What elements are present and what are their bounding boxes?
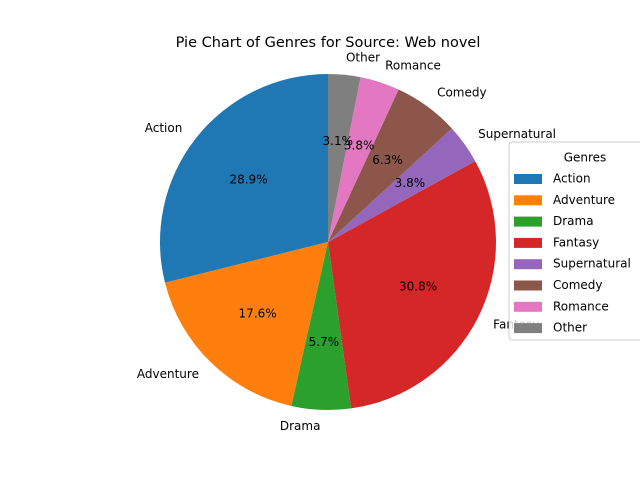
pie-slice-adventure [165, 242, 328, 406]
slice-label-action: Action [145, 121, 183, 135]
pct-label-fantasy: 30.8% [399, 280, 437, 294]
pie-slice-drama [291, 242, 352, 410]
legend-entry-adventure: Adventure [553, 193, 615, 207]
legend-title: Genres [564, 151, 607, 165]
legend-swatch-comedy [514, 280, 542, 291]
slice-label-drama: Drama [280, 419, 321, 433]
pie-slice-action [159, 74, 328, 283]
pie-slice-romance [328, 77, 399, 243]
pie-slice-other [328, 74, 361, 242]
legend-entry-comedy: Comedy [553, 278, 603, 292]
legend-swatch-adventure [514, 195, 542, 206]
legend-swatch-action [514, 174, 542, 184]
slice-label-supernatural: Supernatural [478, 127, 556, 141]
legend-swatch-supernatural [514, 259, 542, 270]
slice-label-adventure: Adventure [137, 367, 199, 381]
percentage-labels: 28.9%17.6%5.7%30.8%3.8%6.3%3.8%3.1% [229, 134, 437, 349]
pie-slice-fantasy [328, 161, 496, 409]
legend-swatch-other [514, 323, 542, 334]
slice-label-other: Other [346, 51, 380, 65]
pct-label-drama: 5.7% [309, 335, 340, 349]
legend-entry-other: Other [553, 321, 587, 335]
slice-label-comedy: Comedy [437, 85, 487, 99]
legend-entry-drama: Drama [553, 214, 594, 228]
pie-slice-supernatural [328, 128, 476, 242]
legend-entry-fantasy: Fantasy [553, 235, 599, 249]
pct-label-action: 28.9% [229, 172, 267, 186]
pie-slice-comedy [328, 89, 452, 242]
legend-entry-romance: Romance [553, 299, 609, 313]
pct-label-adventure: 17.6% [239, 307, 277, 321]
legend-swatch-drama [514, 216, 542, 227]
pie-slices [159, 74, 496, 410]
slice-labels: ActionAdventureDramaFantasySupernaturalC… [137, 51, 556, 434]
chart-title: Pie Chart of Genres for Source: Web nove… [175, 35, 481, 51]
pct-label-comedy: 6.3% [372, 153, 403, 167]
pct-label-other: 3.1% [323, 134, 354, 148]
pct-label-supernatural: 3.8% [395, 176, 426, 190]
pct-label-romance: 3.8% [344, 139, 375, 153]
legend: Genres Action Adventure Drama Fantasy Superna… [508, 141, 640, 341]
legend-swatch-romance [514, 301, 542, 312]
slice-label-romance: Romance [385, 59, 441, 73]
legend-entry-supernatural: Supernatural [553, 257, 631, 271]
legend-swatch-fantasy [514, 237, 542, 248]
legend-entry-action: Action [553, 172, 591, 186]
